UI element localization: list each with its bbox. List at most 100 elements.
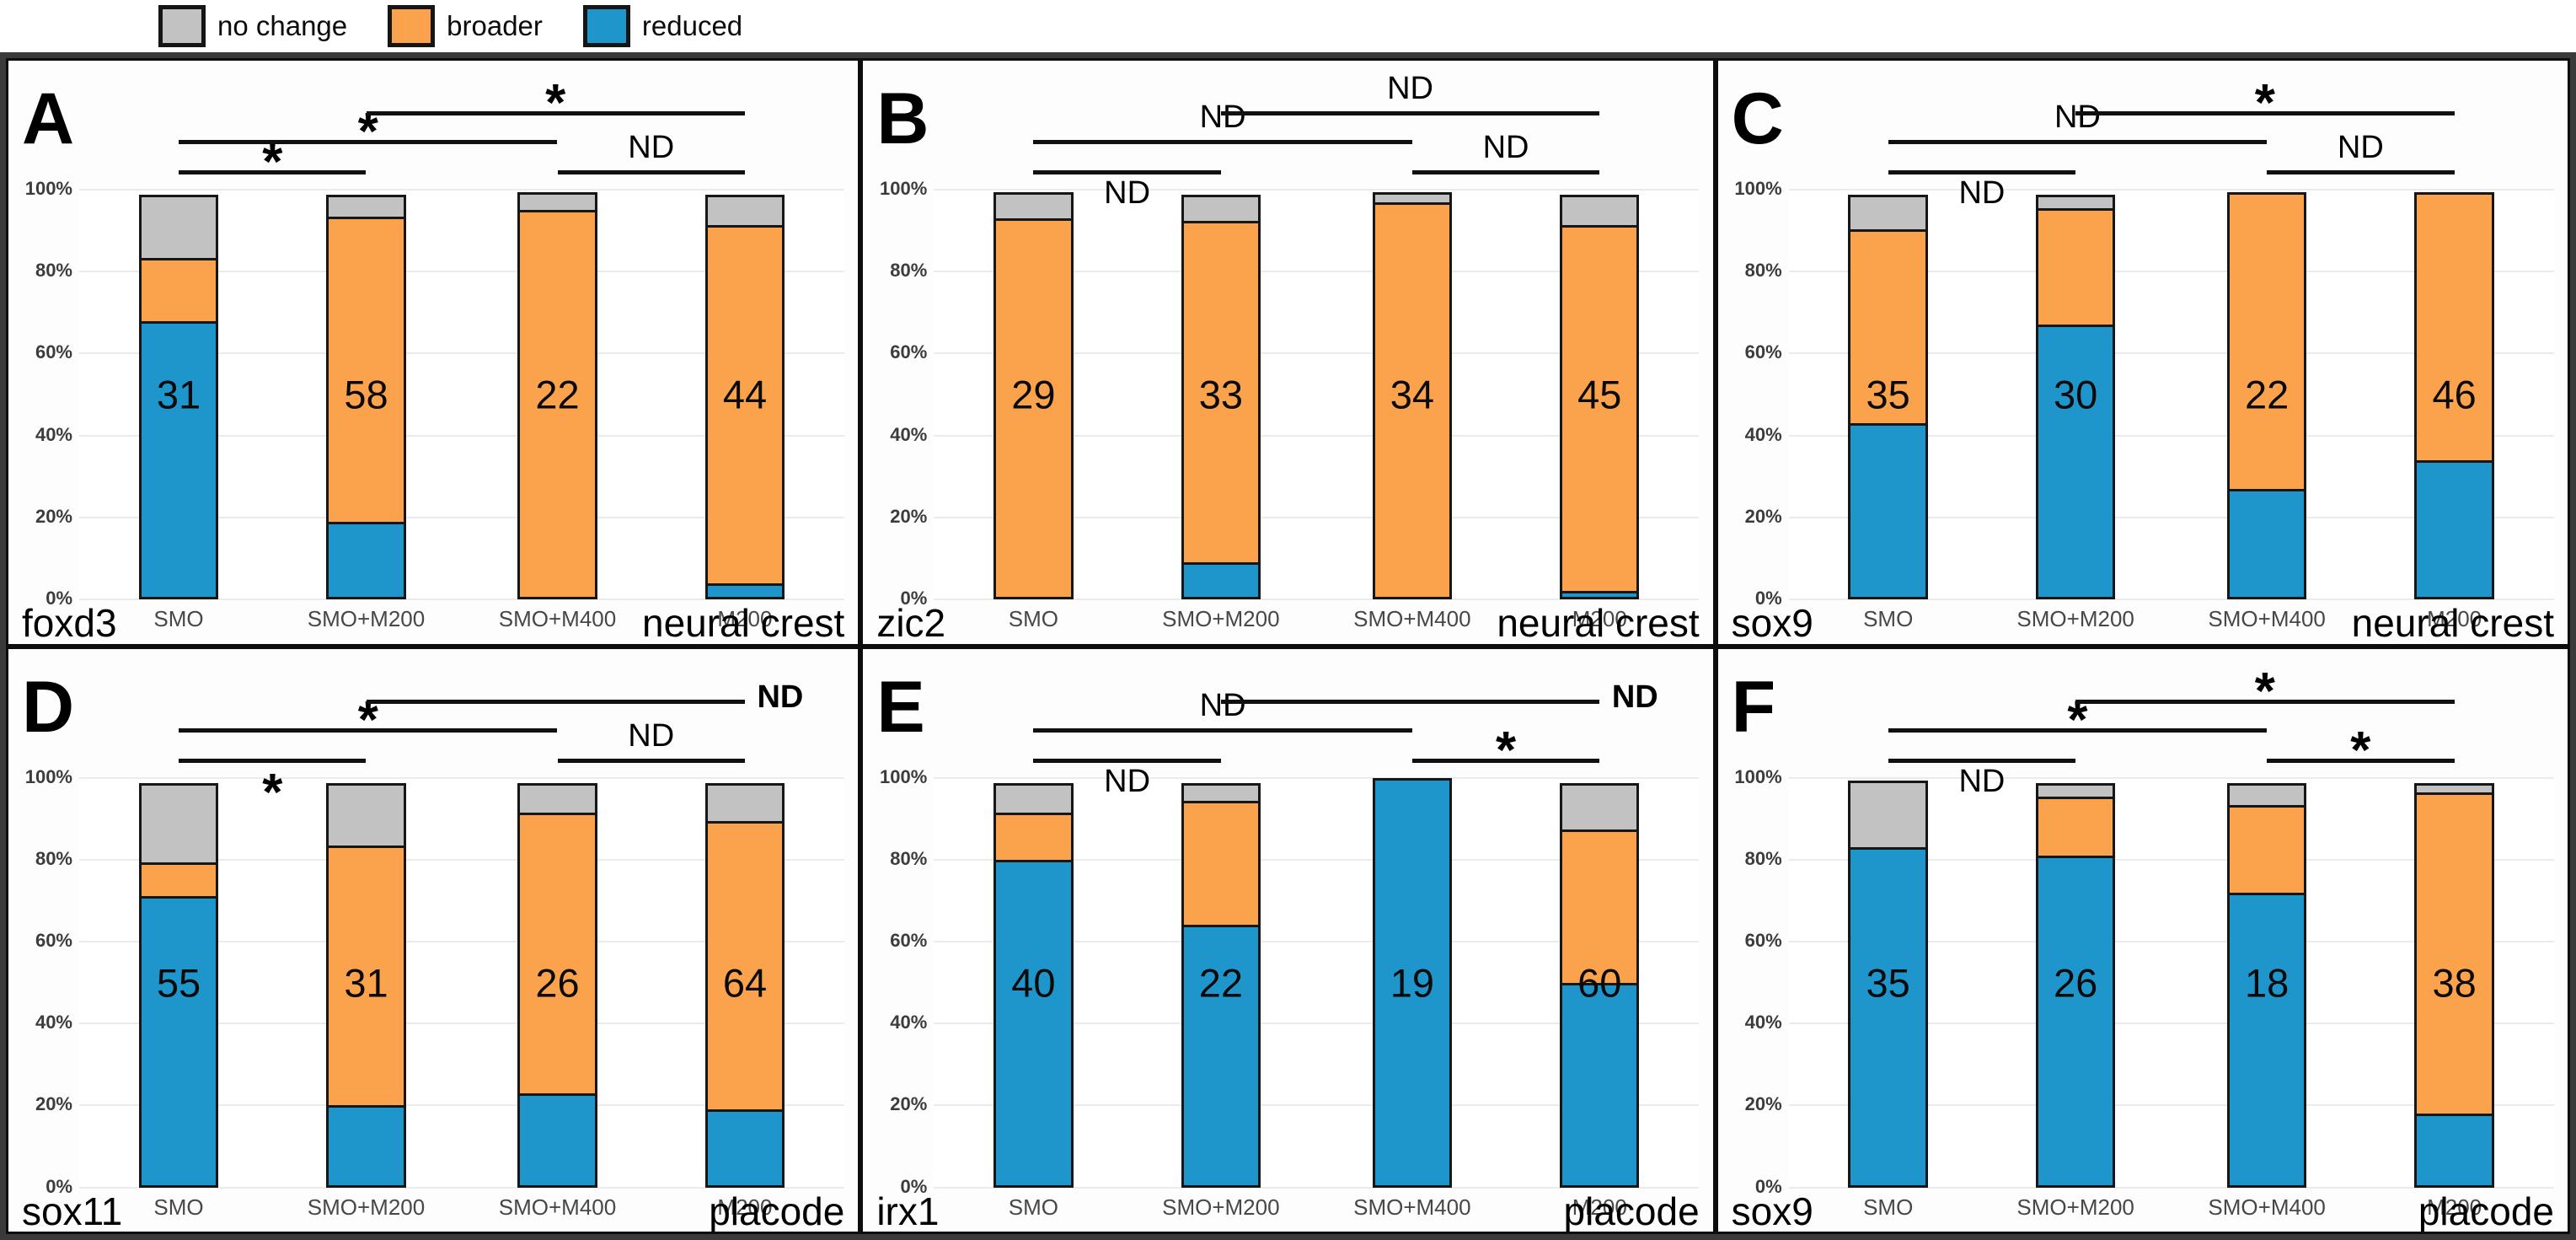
y-tick-label: 100% — [1734, 178, 1782, 199]
legend-item-broader: broader — [388, 5, 543, 47]
x-tick-label: M200 — [2427, 1194, 2482, 1220]
sig-bracket-line — [557, 758, 745, 763]
sig-bracket-label: * — [357, 690, 378, 749]
bar-smo — [1848, 778, 1928, 1188]
bar-segment-reduced — [138, 896, 219, 1188]
sig-bracket-line — [179, 727, 558, 733]
bar-m200 — [1560, 778, 1640, 1188]
gridline — [934, 1186, 1700, 1189]
sig-bracket-line — [1220, 699, 1600, 704]
y-tick-label: 60% — [890, 341, 928, 363]
bar-segment-reduced — [704, 582, 785, 599]
gridline — [1788, 940, 2554, 942]
y-tick-label: 60% — [1744, 341, 1782, 363]
y-tick-label: 0% — [900, 588, 928, 609]
bar-count-label: 22 — [2245, 372, 2289, 417]
x-tick-label: SMO — [1008, 1194, 1058, 1220]
bar-count-label: 18 — [2245, 960, 2289, 1005]
bar-segment-no-change — [326, 782, 406, 849]
y-tick-label: 80% — [35, 847, 72, 869]
x-tick-label: SMO+M400 — [1353, 606, 1471, 631]
bar-count-label: 31 — [344, 960, 388, 1005]
bar-count-label: 29 — [1011, 372, 1056, 417]
y-tick-label: 40% — [35, 423, 72, 445]
bar-count-label: 55 — [156, 960, 201, 1005]
y-tick-label: 40% — [35, 1012, 72, 1033]
bar-segment-broader — [2226, 192, 2307, 491]
sig-bracket-line — [2267, 170, 2455, 174]
gridline — [1788, 776, 2554, 779]
legend-label: broader — [447, 10, 543, 41]
sig-bracket-line — [2267, 758, 2455, 763]
bar-smo-m400 — [1372, 777, 1453, 1188]
panel-f: F 35 SMO 26 SMO+M200 18 SMO+M400 38 M200 0% 20% 40%… — [1715, 646, 2570, 1234]
y-tick-label: 80% — [1744, 847, 1782, 869]
bar-segment-broader — [138, 862, 219, 899]
panel-letter: F — [1731, 666, 1776, 748]
x-tick-label: M200 — [1572, 1194, 1627, 1220]
y-tick-label: 100% — [880, 765, 928, 787]
bar-segment-no-change — [993, 782, 1074, 816]
x-tick-label: SMO+M400 — [498, 1194, 617, 1220]
y-tick-label: 20% — [890, 505, 928, 527]
legend-label: no change — [217, 10, 348, 41]
bar-segment-broader — [1560, 224, 1640, 594]
gene-label: sox9 — [1731, 601, 1813, 646]
plot-area: 31 SMO 58 SMO+M200 22 SMO+M400 44 M200 — [79, 189, 844, 631]
gridline — [1788, 434, 2554, 437]
gridline — [1788, 516, 2554, 518]
sig-bracket-line — [1888, 727, 2268, 733]
x-tick-label: SMO+M200 — [2016, 606, 2134, 631]
x-tick-label: SMO+M200 — [2016, 1194, 2134, 1220]
gridline — [79, 434, 844, 437]
bar-smo-m200 — [326, 778, 406, 1188]
x-tick-label: SMO+M400 — [498, 606, 617, 631]
plot-area: 29 SMO 33 SMO+M200 34 SMO+M400 45 M200 — [934, 189, 1700, 631]
y-tick-label: 20% — [35, 505, 72, 527]
y-tick-label: 100% — [24, 178, 72, 199]
gridline — [934, 352, 1700, 355]
sig-bracket-line — [179, 140, 558, 144]
broader-swatch — [388, 5, 436, 47]
sig-bracket-line — [2075, 699, 2455, 704]
bar-smo-m400 — [2226, 778, 2307, 1188]
y-tick-label: 40% — [890, 1012, 928, 1033]
gene-label: sox11 — [22, 1189, 123, 1233]
bar-segment-broader — [2414, 192, 2494, 463]
bar-segment-broader — [326, 217, 406, 524]
legend-item-reduced: reduced — [582, 5, 742, 47]
y-tick-label: 20% — [35, 1093, 72, 1115]
plot-area: 40 SMO 22 SMO+M200 19 SMO+M400 60 M200 — [934, 776, 1700, 1220]
bar-segment-broader — [1181, 221, 1261, 566]
x-tick-label: SMO+M400 — [1353, 1194, 1471, 1220]
y-tick-label: 0% — [1754, 588, 1782, 609]
plot-area: 35 SMO 26 SMO+M200 18 SMO+M400 38 M200 — [1788, 776, 2554, 1220]
sig-bracket-line — [1033, 758, 1221, 763]
y-tick-label: 80% — [1744, 260, 1782, 282]
x-tick-label: M200 — [1572, 606, 1627, 631]
sig-bracket-line — [179, 170, 367, 174]
x-tick-label: M200 — [717, 606, 773, 631]
y-tick-label: 100% — [24, 765, 72, 787]
bar-count-label: 26 — [2054, 960, 2098, 1005]
sig-bracket-line — [1033, 170, 1221, 174]
sig-bracket-label: ND — [757, 679, 804, 715]
bar-segment-reduced — [1560, 591, 1640, 599]
bar-count-label: 60 — [1577, 960, 1622, 1005]
y-tick-label: 0% — [46, 588, 72, 609]
bar-smo-m400 — [1372, 190, 1453, 599]
bar-segment-no-change — [138, 195, 219, 260]
panel-e: E 40 SMO 22 SMO+M200 19 SMO+M400 60 M200 0% 20% 40%… — [860, 646, 1716, 1234]
x-tick-label: M200 — [2427, 606, 2482, 631]
gridline — [1788, 189, 2554, 191]
bar-smo-m200 — [326, 190, 406, 599]
bar-segment-reduced — [2414, 459, 2494, 599]
bar-segment-reduced — [1848, 847, 1928, 1188]
y-tick-label: 60% — [890, 929, 928, 951]
bar-segment-reduced — [1181, 562, 1261, 599]
x-tick-label: M200 — [717, 1194, 773, 1220]
bar-segment-reduced — [1848, 423, 1928, 599]
bar-segment-no-change — [517, 192, 597, 213]
bar-segment-no-change — [1181, 195, 1261, 224]
bar-segment-broader — [2414, 792, 2494, 1117]
